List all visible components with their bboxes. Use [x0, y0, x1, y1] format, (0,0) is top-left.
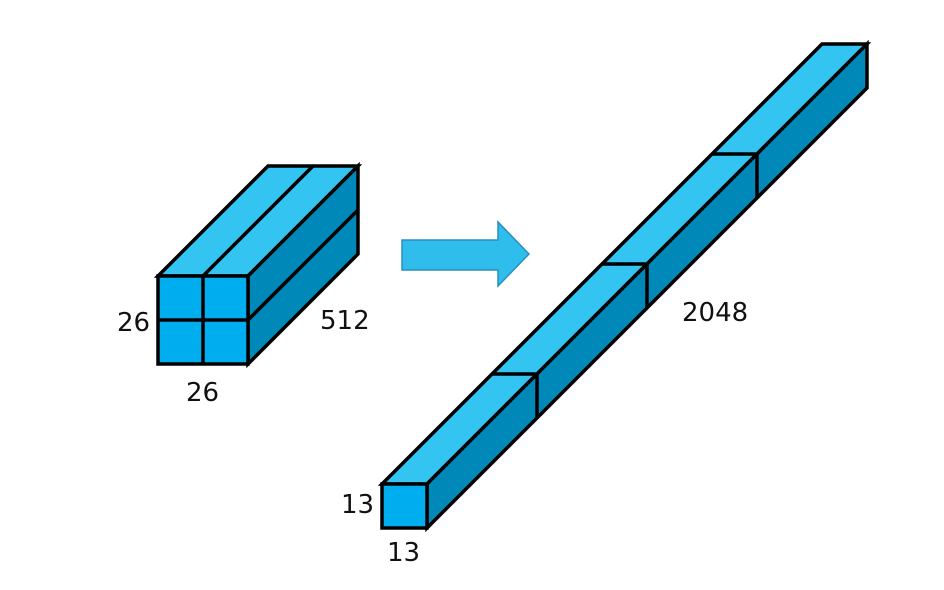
target-front-face: [380, 482, 429, 530]
source-width-label: 26: [186, 378, 219, 408]
source-side-split: [246, 208, 360, 322]
source-tensor: [153, 161, 363, 369]
source-height-label: 26: [117, 308, 150, 338]
target-height-label: 13: [341, 490, 374, 520]
target-depth-label: 2048: [682, 298, 748, 328]
target-divider-2: [602, 262, 649, 308]
source-top-split: [201, 164, 315, 278]
target-tensor: [377, 39, 872, 533]
target-divider-3: [712, 152, 759, 198]
source-depth-label: 512: [320, 306, 370, 336]
target-width-label: 13: [387, 538, 420, 568]
right-arrow-icon: [401, 220, 531, 288]
target-divider-1: [492, 372, 539, 418]
